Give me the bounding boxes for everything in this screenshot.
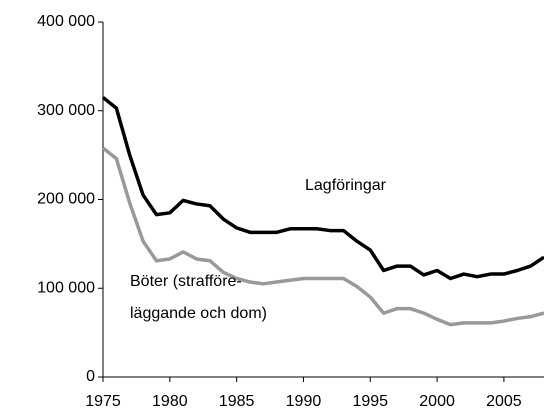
- x-tick-label: 1995: [352, 393, 388, 410]
- series-line: [101, 96, 544, 281]
- x-tick-label: 1980: [152, 393, 188, 410]
- y-tick-label: 300 000: [37, 102, 95, 119]
- y-tick-label: 400 000: [37, 13, 95, 30]
- y-tick-label: 200 000: [37, 191, 95, 208]
- x-tick-label: 1975: [85, 393, 121, 410]
- x-tick-label: 1985: [219, 393, 255, 410]
- x-tick-label: 2005: [486, 393, 522, 410]
- series-label: Böter (strafföre-: [130, 273, 242, 290]
- series-label: läggande och dom): [130, 305, 267, 322]
- y-tick-label: 100 000: [37, 279, 95, 296]
- series-line: [101, 146, 544, 327]
- y-tick-label: 0: [86, 368, 95, 385]
- series-label: Lagföringar: [305, 177, 387, 194]
- x-tick-label: 1990: [286, 393, 322, 410]
- x-tick-label: 2000: [419, 393, 455, 410]
